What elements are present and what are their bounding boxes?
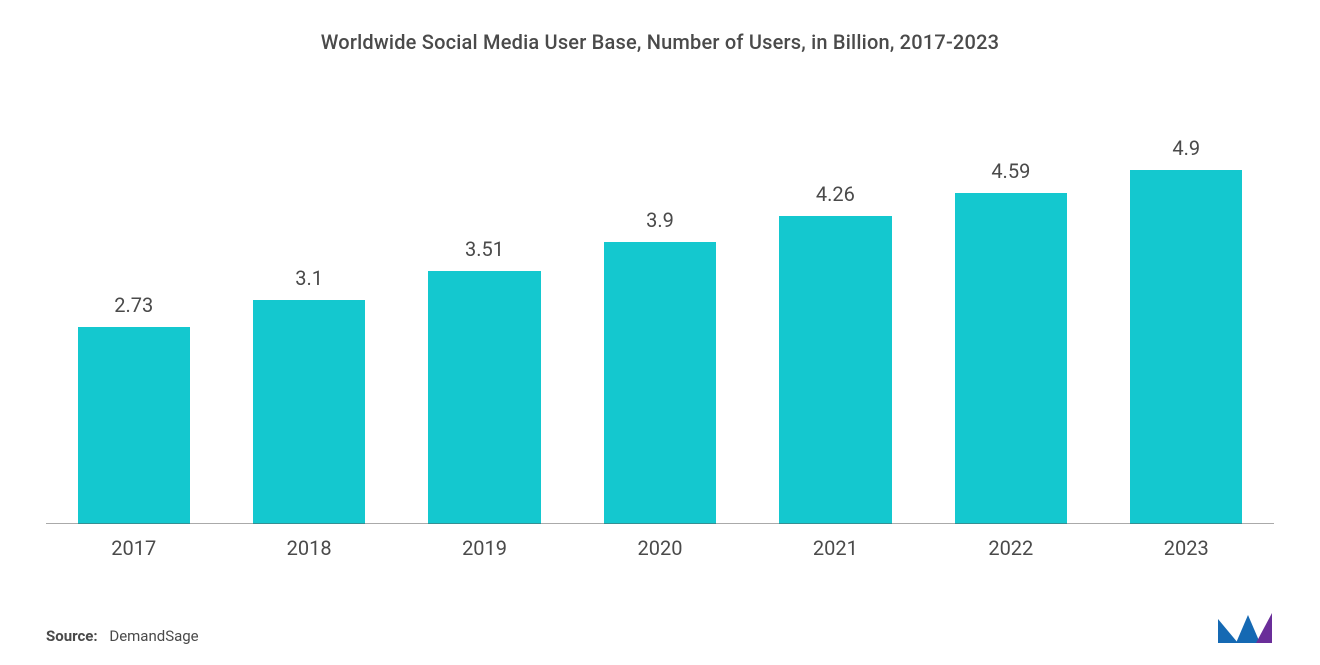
source-label: Source: <box>46 627 98 645</box>
logo-shape-right <box>1256 613 1272 643</box>
chart-footer: Source: DemandSage <box>46 611 1274 645</box>
bar-slot: 3.51 <box>397 134 572 524</box>
brand-logo-icon <box>1216 611 1274 645</box>
x-axis-labels: 2017 2018 2019 2020 2021 2022 2023 <box>46 536 1274 560</box>
value-label: 4.9 <box>1172 136 1200 160</box>
bar <box>779 216 891 524</box>
x-label: 2022 <box>923 536 1098 560</box>
source-value: DemandSage <box>109 627 198 645</box>
bar-slot: 4.26 <box>748 134 923 524</box>
x-axis-line <box>46 523 1274 524</box>
bar <box>604 242 716 524</box>
bars-row: 2.73 3.1 3.51 3.9 4.26 4.59 <box>46 134 1274 524</box>
logo-shape-left <box>1218 619 1238 643</box>
bar-slot: 4.9 <box>1099 134 1274 524</box>
value-label: 2.73 <box>114 293 153 317</box>
value-label: 3.1 <box>295 266 323 290</box>
bar-slot: 3.9 <box>572 134 747 524</box>
bar-slot: 2.73 <box>46 134 221 524</box>
value-label: 3.9 <box>646 208 674 232</box>
logo-shape-mid <box>1236 615 1260 643</box>
bar <box>253 300 365 524</box>
x-label: 2019 <box>397 536 572 560</box>
bar-slot: 4.59 <box>923 134 1098 524</box>
bar <box>428 271 540 525</box>
value-label: 3.51 <box>465 237 504 261</box>
value-label: 4.26 <box>816 182 855 206</box>
x-label: 2018 <box>221 536 396 560</box>
source-text: Source: DemandSage <box>46 627 199 645</box>
bar <box>78 327 190 524</box>
bar-slot: 3.1 <box>221 134 396 524</box>
x-label: 2021 <box>748 536 923 560</box>
bar <box>1130 170 1242 524</box>
value-label: 4.59 <box>991 159 1030 183</box>
bar <box>955 193 1067 525</box>
chart-title: Worldwide Social Media User Base, Number… <box>46 30 1274 54</box>
x-label: 2020 <box>572 536 747 560</box>
chart-container: Worldwide Social Media User Base, Number… <box>0 0 1320 665</box>
x-label: 2017 <box>46 536 221 560</box>
x-label: 2023 <box>1099 536 1274 560</box>
plot-area: 2.73 3.1 3.51 3.9 4.26 4.59 <box>46 134 1274 524</box>
